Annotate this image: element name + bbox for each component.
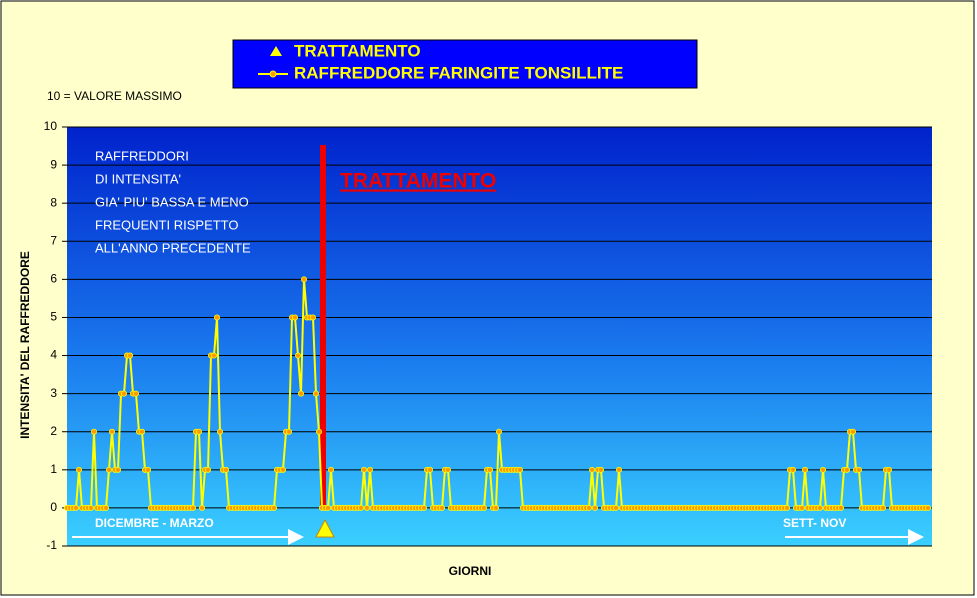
period-label: SETT- NOV xyxy=(783,516,846,530)
data-point xyxy=(88,504,95,511)
annotation: ALL'ANNO PRECEDENTE xyxy=(95,240,251,255)
data-point xyxy=(438,504,445,511)
y-axis-title: INTENSITA' DEL RAFFREDDORE xyxy=(18,251,32,439)
data-point xyxy=(613,504,620,511)
data-point xyxy=(213,314,220,321)
data-point xyxy=(73,504,80,511)
y-tick-label: 4 xyxy=(50,348,57,362)
y-tick-label: 9 xyxy=(50,157,57,171)
data-point xyxy=(366,466,373,473)
data-point xyxy=(495,428,502,435)
data-point xyxy=(886,466,893,473)
legend-symbol xyxy=(269,70,277,78)
data-point xyxy=(850,428,857,435)
data-point xyxy=(312,390,319,397)
data-point xyxy=(285,428,292,435)
data-point xyxy=(592,504,599,511)
data-point xyxy=(76,466,83,473)
y-tick-label: 2 xyxy=(50,424,57,438)
data-point xyxy=(109,428,116,435)
data-point xyxy=(517,466,524,473)
data-point xyxy=(210,352,217,359)
data-point xyxy=(357,504,364,511)
data-point xyxy=(216,428,223,435)
annotation: GIA' PIU' BASSA E MENO xyxy=(95,194,249,209)
data-point xyxy=(189,504,196,511)
data-point xyxy=(106,466,113,473)
y-tick-label: -1 xyxy=(46,538,57,552)
data-point xyxy=(598,466,605,473)
data-point xyxy=(324,504,331,511)
data-point xyxy=(802,466,809,473)
period-label: DICEMBRE - MARZO xyxy=(95,516,214,530)
data-point xyxy=(420,504,427,511)
annotation: FREQUENTI RISPETTO xyxy=(95,217,239,232)
data-point xyxy=(817,504,824,511)
data-point xyxy=(279,466,286,473)
data-point xyxy=(103,504,110,511)
y-tick-label: 7 xyxy=(50,233,57,247)
data-point xyxy=(820,466,827,473)
treatment-label: TRATTAMENTO xyxy=(340,170,496,193)
data-point xyxy=(492,504,499,511)
data-point xyxy=(586,504,593,511)
data-point xyxy=(616,466,623,473)
data-point xyxy=(270,504,277,511)
legend-box xyxy=(232,39,698,89)
data-point xyxy=(204,466,211,473)
annotation: DI INTENSITA' xyxy=(95,171,181,186)
x-axis-title: GIORNI xyxy=(449,564,492,578)
data-point xyxy=(790,466,797,473)
data-point xyxy=(91,428,98,435)
data-point xyxy=(309,314,316,321)
data-point xyxy=(138,428,145,435)
data-point xyxy=(838,504,845,511)
data-point xyxy=(198,504,205,511)
data-point xyxy=(444,466,451,473)
data-point xyxy=(222,466,229,473)
data-point xyxy=(297,390,304,397)
legend-entry: TRATTAMENTO xyxy=(294,41,421,60)
data-point xyxy=(589,466,596,473)
treatment-marker xyxy=(315,518,335,538)
y-tick-label: 10 xyxy=(44,119,58,133)
y-tick-label: 6 xyxy=(50,272,57,286)
data-point xyxy=(115,466,122,473)
data-point xyxy=(844,466,851,473)
data-point xyxy=(925,504,932,511)
treatment-line xyxy=(320,145,326,508)
y-tick-label: 8 xyxy=(50,195,57,209)
y-tick-label: 0 xyxy=(50,500,57,514)
data-point xyxy=(132,390,139,397)
data-point xyxy=(315,428,322,435)
data-point xyxy=(291,314,298,321)
y-tick-label: 5 xyxy=(50,310,57,324)
legend-entry: RAFFREDDORE FARINGITE TONSILLITE xyxy=(294,63,623,82)
data-point xyxy=(300,276,307,283)
data-point xyxy=(360,466,367,473)
data-point xyxy=(784,504,791,511)
data-point xyxy=(856,466,863,473)
data-point xyxy=(127,352,134,359)
data-point xyxy=(294,352,301,359)
data-point xyxy=(426,466,433,473)
plot-area xyxy=(67,127,932,546)
data-point xyxy=(799,504,806,511)
legend-symbol xyxy=(270,46,282,56)
y-tick-label: 1 xyxy=(50,462,57,476)
data-point xyxy=(195,428,202,435)
data-point xyxy=(121,390,128,397)
data-point xyxy=(144,466,151,473)
data-point xyxy=(363,504,370,511)
data-point xyxy=(480,504,487,511)
y-tick-label: 3 xyxy=(50,386,57,400)
data-point xyxy=(880,504,887,511)
data-point xyxy=(327,466,334,473)
note: 10 = VALORE MASSIMO xyxy=(47,89,182,103)
annotation: RAFFREDDORI xyxy=(95,148,189,163)
data-point xyxy=(486,466,493,473)
